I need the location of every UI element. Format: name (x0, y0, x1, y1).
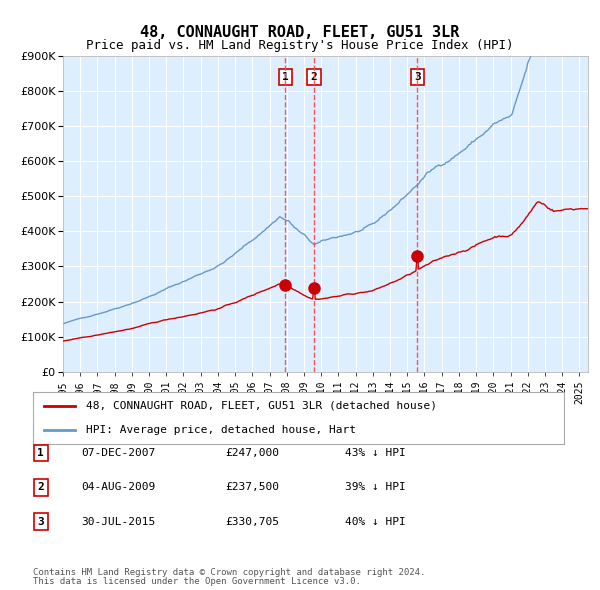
Text: Price paid vs. HM Land Registry's House Price Index (HPI): Price paid vs. HM Land Registry's House … (86, 39, 514, 52)
Text: 1: 1 (282, 72, 289, 82)
Text: £237,500: £237,500 (225, 483, 279, 492)
Text: HPI: Average price, detached house, Hart: HPI: Average price, detached house, Hart (86, 425, 356, 435)
Text: 1: 1 (37, 448, 44, 458)
Text: 3: 3 (414, 72, 421, 82)
Text: 40% ↓ HPI: 40% ↓ HPI (345, 517, 406, 526)
Text: Contains HM Land Registry data © Crown copyright and database right 2024.: Contains HM Land Registry data © Crown c… (33, 568, 425, 577)
Text: £330,705: £330,705 (225, 517, 279, 526)
Text: 48, CONNAUGHT ROAD, FLEET, GU51 3LR: 48, CONNAUGHT ROAD, FLEET, GU51 3LR (140, 25, 460, 40)
Text: 48, CONNAUGHT ROAD, FLEET, GU51 3LR (detached house): 48, CONNAUGHT ROAD, FLEET, GU51 3LR (det… (86, 401, 437, 411)
Text: 07-DEC-2007: 07-DEC-2007 (81, 448, 155, 458)
Text: 3: 3 (37, 517, 44, 526)
Text: 2: 2 (37, 483, 44, 492)
Text: 2: 2 (311, 72, 317, 82)
Text: This data is licensed under the Open Government Licence v3.0.: This data is licensed under the Open Gov… (33, 578, 361, 586)
Text: 04-AUG-2009: 04-AUG-2009 (81, 483, 155, 492)
Text: 39% ↓ HPI: 39% ↓ HPI (345, 483, 406, 492)
Text: £247,000: £247,000 (225, 448, 279, 458)
Text: 43% ↓ HPI: 43% ↓ HPI (345, 448, 406, 458)
Text: 30-JUL-2015: 30-JUL-2015 (81, 517, 155, 526)
